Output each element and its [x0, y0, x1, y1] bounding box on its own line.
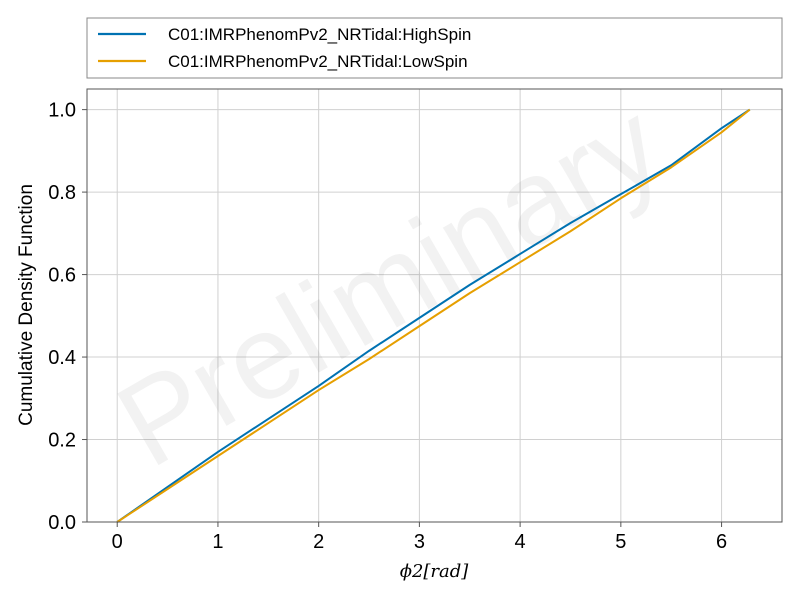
tick-labels: 0 1 2 3 4 5 6 0.0 0.2 0.4 0.6 0.8 1.0	[48, 100, 727, 553]
x-tick-label: 6	[716, 531, 727, 553]
legend-label-lowspin: C01:IMRPhenomPv2_NRTidal:LowSpin	[168, 52, 468, 71]
y-tick-label: 0.8	[48, 182, 76, 204]
x-tick-label: 2	[313, 531, 324, 553]
y-axis-label: Cumulative Density Function	[16, 184, 37, 426]
legend-label-highspin: C01:IMRPhenomPv2_NRTidal:HighSpin	[168, 25, 471, 44]
x-tick-label: 4	[515, 531, 526, 553]
series-line-highspin	[116, 108, 751, 523]
plot-frame	[86, 88, 783, 523]
x-tick-label: 3	[414, 531, 425, 553]
legend-box	[86, 17, 783, 79]
x-tick-label: 0	[112, 531, 123, 553]
x-tick-label: 1	[212, 531, 223, 553]
legend: C01:IMRPhenomPv2_NRTidal:HighSpin C01:IM…	[86, 17, 783, 79]
y-tick-label: 0.2	[48, 430, 76, 452]
x-axis-label: ϕ2[rad]	[400, 561, 470, 582]
y-tick-label: 0.4	[48, 347, 76, 369]
series-layer	[116, 108, 751, 523]
series-line-lowspin	[116, 108, 751, 523]
y-tick-label: 1.0	[48, 100, 76, 122]
y-tick-label: 0.0	[48, 512, 76, 534]
x-tick-label: 5	[615, 531, 626, 553]
y-tick-label: 0.6	[48, 265, 76, 287]
